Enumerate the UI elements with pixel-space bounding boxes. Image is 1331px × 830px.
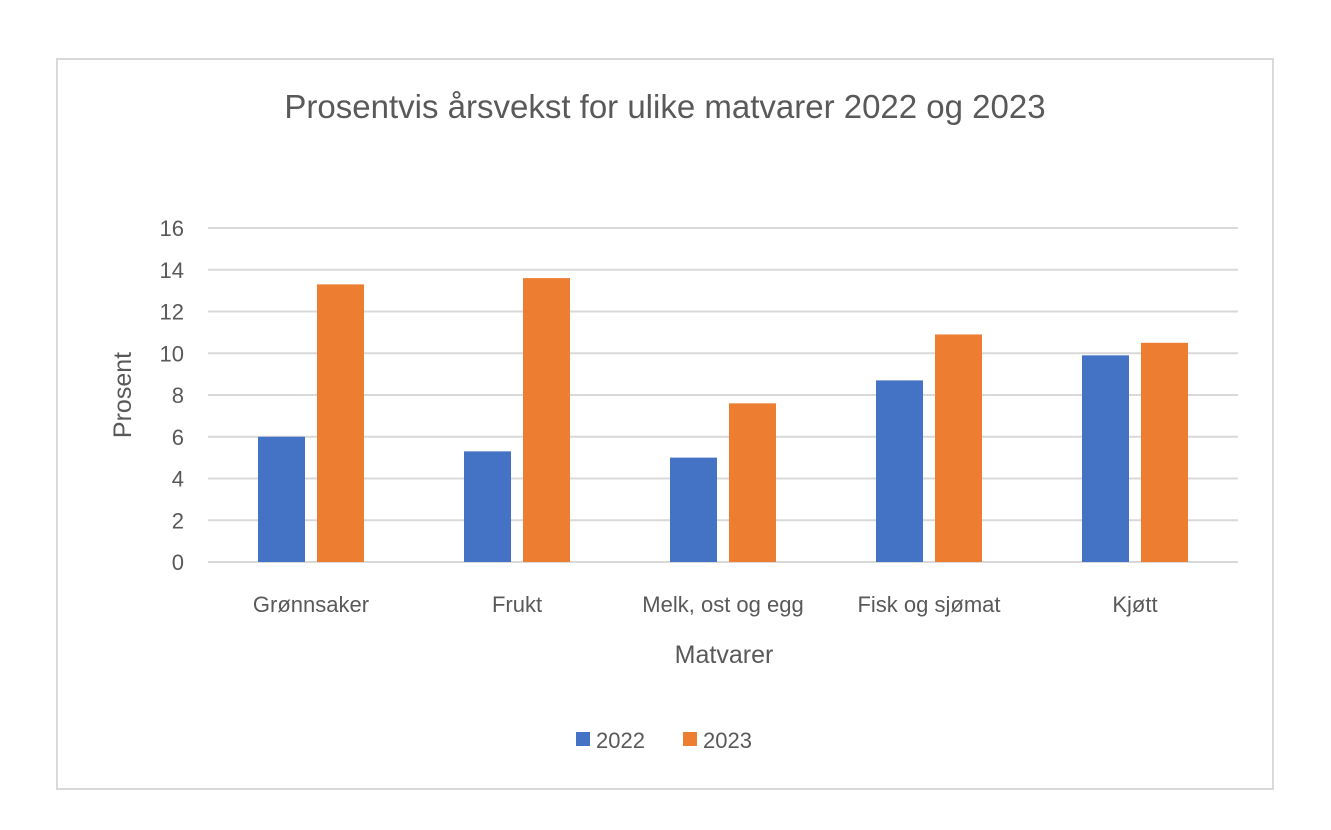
chart-title: Prosentvis årsvekst for ulike matvarer 2…: [284, 88, 1045, 125]
legend: 2022 2023: [576, 728, 752, 753]
y-tick-label: 10: [160, 341, 184, 366]
bar-2022-3: [876, 380, 923, 562]
bar-2022-1: [464, 451, 511, 562]
x-tick-label: Grønnsaker: [253, 592, 369, 617]
y-axis-ticks: 0 2 4 6 8 10 12 14 16: [160, 216, 184, 575]
bar-2023-1: [523, 278, 570, 562]
y-tick-label: 0: [172, 550, 184, 575]
y-tick-label: 12: [160, 300, 184, 325]
legend-label: 2023: [703, 728, 752, 753]
bar-2022-0: [258, 436, 305, 562]
bar-2022-2: [670, 457, 717, 562]
legend-label: 2022: [596, 728, 645, 753]
x-tick-label: Kjøtt: [1112, 592, 1157, 617]
gridlines: [208, 227, 1238, 563]
y-tick-label: 16: [160, 216, 184, 241]
x-tick-label: Fisk og sjømat: [857, 592, 1000, 617]
y-tick-label: 4: [172, 467, 184, 492]
x-tick-label: Melk, ost og egg: [642, 592, 803, 617]
y-axis-title: Prosent: [109, 352, 137, 438]
legend-swatch-2022: [576, 732, 590, 746]
y-tick-label: 14: [160, 258, 184, 283]
x-axis-title: Matvarer: [675, 641, 774, 669]
x-axis-ticks: Grønnsaker Frukt Melk, ost og egg Fisk og s…: [253, 592, 1158, 617]
legend-swatch-2023: [683, 732, 697, 746]
chart-frame: [56, 58, 1274, 790]
x-tick-label: Frukt: [492, 592, 542, 617]
bar-2023-2: [729, 403, 776, 562]
bar-2023-0: [317, 284, 364, 562]
y-tick-label: 6: [172, 425, 184, 450]
bar-2022-4: [1082, 355, 1129, 562]
bars: [258, 278, 1188, 562]
bar-2023-4: [1141, 342, 1188, 562]
bar-2023-3: [935, 334, 982, 562]
y-tick-label: 8: [172, 383, 184, 408]
y-tick-label: 2: [172, 508, 184, 533]
